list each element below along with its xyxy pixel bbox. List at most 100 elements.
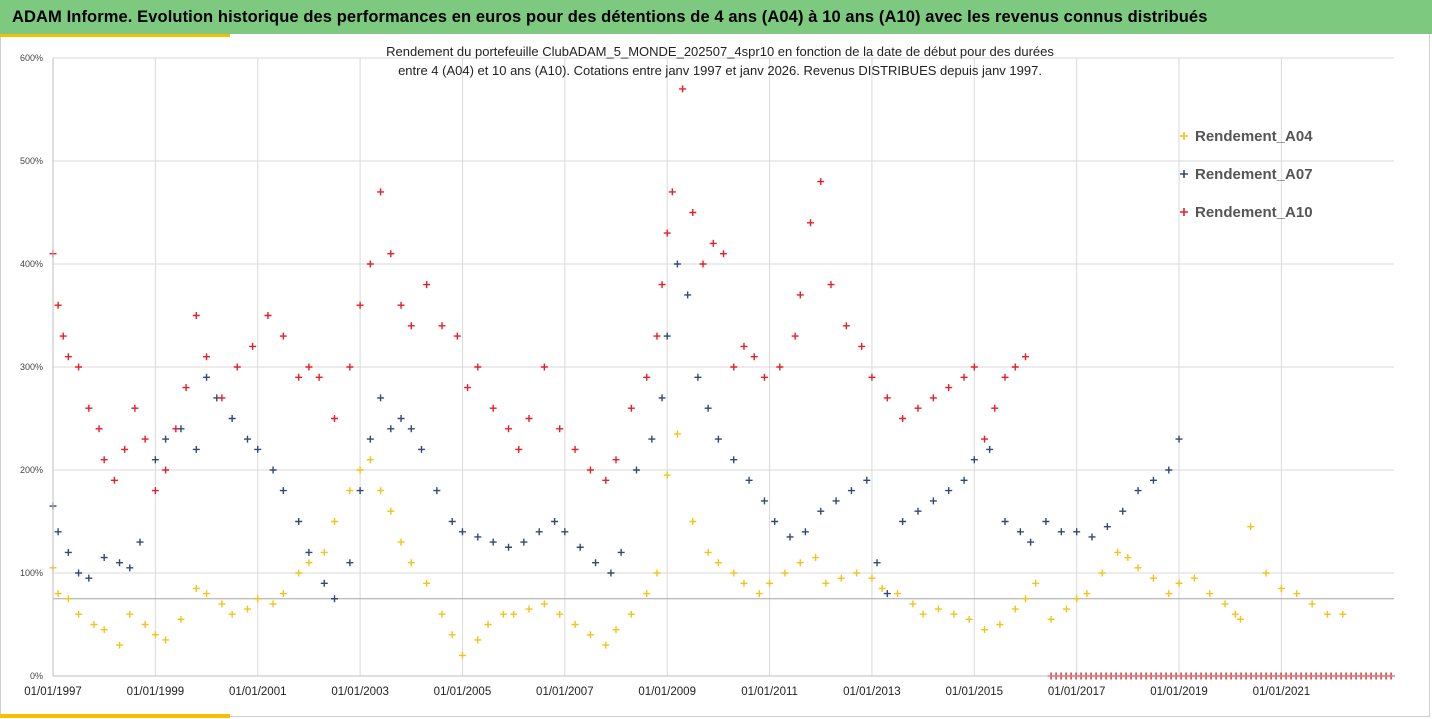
data-point-rendement-a10 xyxy=(366,260,374,268)
data-point-rendement-a10 xyxy=(279,332,287,340)
data-point-rendement-a07 xyxy=(279,487,287,495)
data-point-rendement-a10 xyxy=(387,250,395,258)
data-point-rendement-a10 xyxy=(807,219,815,227)
data-point-rendement-a10 xyxy=(233,363,241,371)
data-point-rendement-a04 xyxy=(730,569,738,577)
chart-title-line: Rendement du portefeuille ClubADAM_5_MON… xyxy=(386,44,1054,59)
data-point-rendement-a07 xyxy=(458,528,466,536)
data-point-rendement-a04 xyxy=(1021,595,1029,603)
legend-label: Rendement_A07 xyxy=(1195,166,1313,183)
data-point-rendement-a07 xyxy=(356,487,364,495)
data-point-rendement-a04 xyxy=(894,590,902,598)
data-point-rendement-a10 xyxy=(883,394,891,402)
data-point-rendement-a04 xyxy=(612,626,620,634)
data-point-rendement-a07 xyxy=(617,548,625,556)
data-point-rendement-a04 xyxy=(627,610,635,618)
data-point-rendement-a04 xyxy=(602,641,610,649)
data-point-rendement-a07 xyxy=(899,518,907,525)
x-tick-label: 01/01/2019 xyxy=(1150,686,1208,698)
data-point-rendement-a04 xyxy=(909,600,917,608)
data-point-rendement-a07 xyxy=(771,518,779,525)
data-point-rendement-a07 xyxy=(505,543,513,551)
data-point-rendement-a07 xyxy=(377,394,385,402)
data-point-rendement-a10 xyxy=(653,332,661,340)
data-point-rendement-a10 xyxy=(54,301,62,309)
data-point-rendement-a10 xyxy=(709,239,717,247)
data-point-rendement-a07 xyxy=(648,435,656,443)
data-point-rendement-a10 xyxy=(899,415,907,422)
data-point-rendement-a07 xyxy=(64,548,72,556)
data-point-rendement-a10 xyxy=(970,363,978,371)
x-tick-label: 01/01/1999 xyxy=(127,686,185,698)
data-point-rendement-a04 xyxy=(1098,569,1106,577)
data-point-rendement-a07 xyxy=(632,466,640,474)
data-point-rendement-a04 xyxy=(1231,610,1239,618)
data-point-rendement-a04 xyxy=(704,548,712,556)
data-point-rendement-a10 xyxy=(151,487,159,495)
data-point-rendement-a04 xyxy=(586,631,594,639)
x-tick-label: 01/01/2007 xyxy=(536,686,594,698)
data-point-rendement-a07 xyxy=(366,435,374,443)
data-point-rendement-a04 xyxy=(812,554,820,562)
data-point-rendement-a04 xyxy=(1083,590,1091,598)
data-point-rendement-a04 xyxy=(1175,579,1183,587)
data-point-rendement-a07 xyxy=(704,404,712,412)
data-point-rendement-a04 xyxy=(1206,590,1214,598)
data-point-rendement-a10 xyxy=(750,353,758,361)
data-point-rendement-a04 xyxy=(305,559,313,567)
data-point-rendement-a07 xyxy=(228,415,236,422)
data-point-rendement-a04 xyxy=(1149,574,1157,582)
data-point-rendement-a07 xyxy=(986,445,994,453)
data-point-rendement-a04 xyxy=(1190,574,1198,582)
data-point-rendement-a04 xyxy=(1011,605,1019,613)
x-tick-label: 01/01/2017 xyxy=(1048,686,1106,698)
data-point-rendement-a07 xyxy=(1073,528,1081,536)
data-point-rendement-a07 xyxy=(1042,518,1050,525)
legend: Rendement_A04 Rendement_A07 Rendement_A10 xyxy=(1180,128,1313,221)
data-point-rendement-a07 xyxy=(448,518,456,525)
data-point-rendement-a10 xyxy=(407,322,415,330)
data-point-rendement-a07 xyxy=(607,569,615,577)
data-point-rendement-a10 xyxy=(1021,353,1029,361)
data-point-rendement-a10 xyxy=(64,353,72,361)
data-point-rendement-a04 xyxy=(643,590,651,598)
data-point-rendement-a10 xyxy=(612,456,620,464)
data-point-rendement-a10 xyxy=(720,250,727,258)
data-point-rendement-a04 xyxy=(228,610,236,618)
data-point-rendement-a07 xyxy=(1001,518,1009,525)
data-point-rendement-a07 xyxy=(960,476,968,484)
data-point-rendement-a04 xyxy=(868,574,876,582)
data-point-rendement-a10 xyxy=(59,332,67,340)
data-point-rendement-a10 xyxy=(182,384,190,392)
data-point-rendement-a10 xyxy=(438,322,446,330)
data-point-rendement-a07 xyxy=(883,590,891,598)
data-point-rendement-a04 xyxy=(54,590,62,598)
data-point-rendement-a10 xyxy=(249,342,257,350)
data-point-rendement-a10 xyxy=(305,363,313,371)
data-point-rendement-a10 xyxy=(586,466,594,474)
data-point-rendement-a04 xyxy=(407,559,415,567)
data-point-rendement-a07 xyxy=(832,497,840,505)
data-point-rendement-a07 xyxy=(75,569,83,577)
axes: 0% 100% 200% 300% 400% 500% 600% 01/01/1997 01/0… xyxy=(20,53,1394,698)
data-point-rendement-a04 xyxy=(243,605,251,613)
data-point-rendement-a10 xyxy=(540,363,548,371)
data-point-rendement-a07 xyxy=(663,332,671,340)
data-point-rendement-a10 xyxy=(981,435,989,443)
data-point-rendement-a07 xyxy=(1165,466,1173,474)
data-point-rendement-a04 xyxy=(1247,523,1255,531)
data-point-rendement-a07 xyxy=(914,507,922,515)
data-point-rendement-a07 xyxy=(520,538,528,546)
data-point-rendement-a07 xyxy=(387,425,395,433)
data-point-rendement-a04 xyxy=(192,584,200,592)
data-point-rendement-a04 xyxy=(510,610,518,618)
accent-bar-bottom xyxy=(0,714,230,718)
data-point-rendement-a04 xyxy=(525,605,533,613)
x-tick-label: 01/01/1997 xyxy=(24,686,82,698)
data-point-rendement-a07 xyxy=(817,507,825,515)
data-point-rendement-a04 xyxy=(438,610,446,618)
data-point-rendement-a04 xyxy=(484,621,492,628)
x-tick-label: 01/01/2005 xyxy=(434,686,492,698)
data-point-rendement-a10 xyxy=(868,373,876,381)
data-point-rendement-a04 xyxy=(673,430,681,438)
